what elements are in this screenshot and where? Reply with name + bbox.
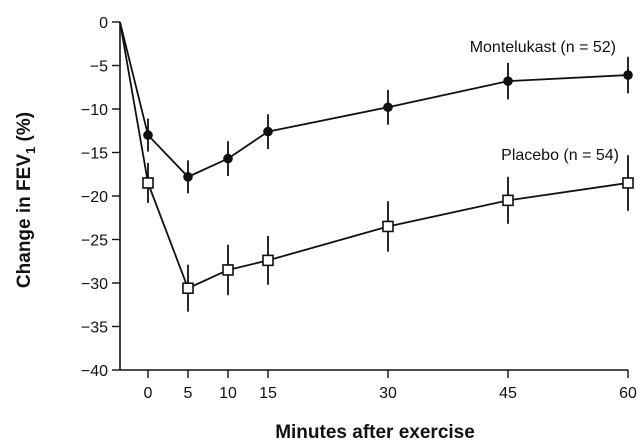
y-axis-title-main: Change in FEV: [14, 154, 35, 288]
x-tick-label: 45: [499, 385, 517, 402]
x-tick-label: 60: [619, 385, 637, 402]
y-tick-label: 0: [99, 15, 108, 32]
data-point-montelukast: [383, 102, 393, 113]
data-point-montelukast: [143, 130, 153, 140]
y-axis-title-unit: (%): [14, 112, 35, 147]
y-tick-label: −15: [81, 146, 108, 163]
chart-axes: [119, 22, 628, 371]
data-point-placebo: [182, 282, 194, 295]
y-axis-ticks: 0 −5 −10 −15 −20 −25 −30 −35 −40: [81, 15, 120, 380]
y-tick-label: −20: [81, 189, 108, 206]
data-point-montelukast: [263, 126, 273, 137]
y-tick-label: −10: [81, 102, 108, 119]
data-point-placebo: [222, 264, 234, 276]
series-line-montelukast: [119, 21, 629, 178]
x-axis-ticks: 0 5 10 15 30 45 60: [144, 370, 637, 402]
x-axis-title: Minutes after exercise: [275, 422, 475, 443]
y-tick-label: −5: [90, 59, 108, 76]
data-point-placebo: [262, 254, 274, 267]
x-tick-label: 5: [184, 385, 193, 402]
x-tick-label: 0: [144, 385, 153, 402]
y-tick-label: −25: [81, 233, 108, 250]
data-point-placebo: [502, 194, 514, 207]
series-label-placebo: Placebo (n = 54): [501, 147, 619, 164]
data-point-placebo: [382, 220, 394, 233]
series-label-montelukast: Montelukast (n = 52): [470, 39, 616, 56]
series-layer: [119, 21, 634, 312]
data-point-placebo: [142, 177, 154, 189]
y-axis-title: Change in FEV1 (%): [14, 112, 38, 288]
x-tick-label: 10: [219, 385, 237, 402]
data-point-placebo: [622, 177, 634, 189]
x-tick-label: 30: [379, 385, 397, 402]
x-tick-label: 15: [259, 385, 277, 402]
y-tick-label: −35: [81, 320, 108, 337]
data-point-montelukast: [503, 76, 513, 86]
data-point-montelukast: [623, 70, 633, 80]
y-axis-title-subscript: 1: [23, 147, 38, 154]
y-tick-label: −40: [81, 363, 108, 380]
series-line-placebo: [119, 21, 629, 290]
data-point-montelukast: [223, 153, 233, 164]
data-point-montelukast: [183, 172, 193, 182]
y-tick-label: −30: [81, 276, 108, 293]
